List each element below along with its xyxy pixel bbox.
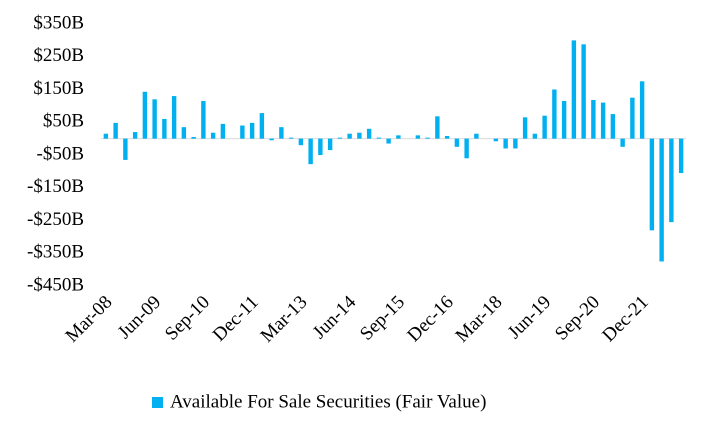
bar (581, 44, 586, 139)
bar (318, 138, 323, 155)
bar (279, 127, 284, 139)
bar (620, 138, 625, 147)
bar (561, 100, 567, 139)
bar (454, 138, 460, 147)
bar (649, 138, 655, 231)
bar (425, 137, 430, 139)
bar (123, 138, 128, 160)
bar (435, 116, 440, 139)
y-tick-label: -$350B (27, 242, 84, 263)
bar (376, 137, 382, 139)
x-tick-label: Sep-20 (551, 292, 604, 345)
bar (132, 132, 138, 139)
bar (210, 132, 216, 139)
bar (308, 138, 313, 165)
bar (171, 96, 177, 139)
bar (600, 102, 606, 139)
bar (269, 138, 274, 141)
bar (610, 114, 616, 139)
bar (298, 138, 304, 146)
bar (542, 115, 547, 139)
bar (415, 135, 421, 139)
bar (191, 136, 196, 139)
x-tick-label: Sep-15 (356, 292, 409, 345)
x-tick-label: Dec-16 (403, 292, 457, 346)
bar (249, 122, 255, 139)
bar (220, 123, 226, 139)
bar (474, 133, 479, 139)
bar (522, 117, 528, 139)
bar (103, 133, 109, 139)
bar (396, 135, 401, 139)
y-tick-label: $50B (43, 111, 84, 132)
legend-label: Available For Sale Securities (Fair Valu… (170, 391, 486, 412)
x-tick-label: Jun-19 (504, 292, 555, 343)
bar (386, 138, 391, 144)
bar (357, 132, 362, 139)
bar (337, 137, 343, 139)
bar (630, 97, 635, 139)
bar (181, 127, 187, 139)
y-tick-label: $350B (33, 12, 84, 33)
bar (513, 138, 518, 149)
y-tick-label: -$250B (27, 209, 84, 230)
bar (571, 40, 577, 139)
y-tick-label: -$150B (27, 176, 84, 197)
x-tick-label: Dec-11 (209, 292, 263, 346)
bar (327, 138, 333, 151)
bar (503, 138, 508, 149)
x-tick-label: Dec-21 (598, 292, 652, 346)
x-tick-label: Jun-09 (114, 292, 165, 343)
y-tick-label: $250B (33, 45, 84, 66)
bar (201, 100, 206, 139)
bar (532, 133, 538, 139)
x-tick-label: Mar-08 (62, 292, 117, 347)
x-tick-label: Sep-10 (161, 292, 214, 345)
bar (678, 138, 684, 174)
bar (669, 138, 674, 223)
bar (591, 99, 596, 139)
x-tick-label: Mar-13 (257, 292, 312, 347)
bar (142, 91, 148, 139)
y-tick-label: -$50B (37, 143, 85, 164)
bar (162, 118, 167, 139)
bar (444, 136, 450, 139)
legend-swatch (152, 397, 163, 408)
bar (493, 138, 499, 142)
bar (288, 137, 294, 139)
y-tick-label: $150B (33, 78, 84, 99)
x-tick-label: Mar-18 (452, 292, 507, 347)
bar (659, 138, 664, 262)
bar (464, 138, 469, 159)
bar (240, 125, 245, 139)
bar (366, 128, 372, 139)
x-tick-label: Jun-14 (309, 291, 361, 343)
bar (259, 113, 265, 139)
y-tick-label: -$450B (27, 274, 84, 295)
bar (113, 122, 118, 139)
bar (639, 81, 645, 139)
bar (347, 133, 352, 139)
bar (152, 99, 157, 139)
bar (552, 89, 557, 139)
